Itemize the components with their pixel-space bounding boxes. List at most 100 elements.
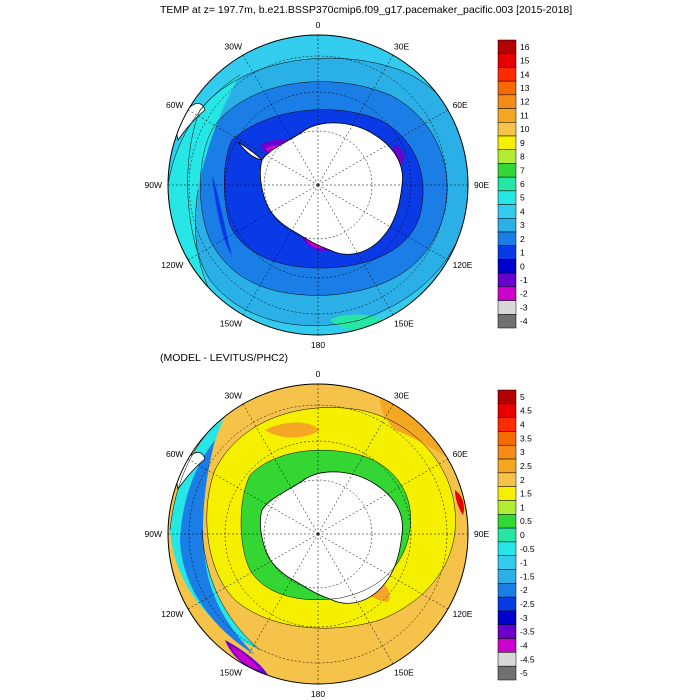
bottom-field-west-blue — [180, 440, 255, 655]
meridian-label: 120E — [453, 260, 473, 270]
meridian-line — [317, 533, 449, 610]
top-map-boundary — [167, 34, 469, 336]
colorbar-swatch — [497, 541, 517, 556]
colorbar-label: -5 — [520, 668, 528, 678]
colorbar-label: 11 — [520, 110, 529, 120]
bottom-map-boundary — [167, 383, 469, 685]
colorbar-label: 1 — [520, 248, 525, 258]
bottom-meridian-labels: 0 30E 60E 90E 120E 150E 180 150W 120W 90W 60W 30W — [145, 369, 490, 699]
colorbar-label: -2 — [520, 289, 528, 299]
meridian-label: 150W — [220, 319, 242, 329]
colorbar-swatch — [497, 500, 517, 515]
meridian-label: 60W — [166, 100, 183, 110]
colorbar-label: 2 — [520, 475, 525, 485]
colorbar-label: 0 — [520, 530, 525, 540]
meridian-label: 180 — [311, 340, 325, 350]
colorbar-swatch — [497, 569, 517, 584]
top-map-title: TEMP at z= 197.7m, b.e21.BSSP370cmip6.f0… — [160, 4, 573, 16]
meridian-label: 120E — [453, 609, 473, 619]
top-antarctic-peninsula — [237, 141, 264, 161]
colorbar-label: 14 — [520, 69, 530, 79]
colorbar-label: 12 — [520, 97, 530, 107]
colorbar-label: 5 — [520, 193, 525, 203]
meridian-label: 150E — [394, 668, 414, 678]
bottom-map-title: (MODEL - LEVITUS/PHC2) — [160, 352, 288, 364]
meridian-line — [187, 184, 319, 261]
colorbar-swatch — [497, 665, 517, 681]
bottom-field-southwest-magenta — [230, 645, 260, 670]
meridian-label: 30E — [394, 41, 409, 51]
meridian-label: 150E — [394, 319, 414, 329]
colorbar-label: -2.5 — [520, 599, 535, 609]
meridian-label: 60E — [453, 100, 468, 110]
colorbar-swatch — [497, 638, 517, 653]
colorbar-label: -1.5 — [520, 571, 535, 581]
meridian-line — [187, 533, 319, 610]
colorbar-swatch — [497, 596, 517, 612]
colorbar-swatch — [497, 555, 517, 570]
meridian-label: 0 — [316, 20, 321, 30]
colorbar-label: 13 — [520, 83, 530, 93]
meridian-label: 90E — [474, 180, 489, 190]
meridian-label: 180 — [311, 689, 325, 699]
colorbar-label: 16 — [520, 42, 530, 52]
meridian-line — [242, 533, 319, 665]
bottom-ocean-field — [168, 384, 468, 684]
colorbar-label: -2 — [520, 585, 528, 595]
colorbar-label: 3 — [520, 447, 525, 457]
colorbar-swatch — [497, 314, 517, 329]
colorbar-label: -4 — [520, 316, 528, 326]
colorbar-swatch — [497, 652, 517, 667]
colorbar-swatch — [497, 514, 517, 529]
colorbar-swatch — [497, 583, 517, 598]
meridian-line — [187, 109, 319, 186]
colorbar-swatch — [497, 403, 517, 418]
colorbar-label: 3.5 — [520, 433, 532, 443]
meridian-label: 30W — [225, 41, 242, 51]
meridian-label: 90W — [145, 529, 162, 539]
colorbar-label: 3 — [520, 220, 525, 230]
meridian-line — [317, 184, 394, 316]
colorbar-swatch — [497, 458, 517, 474]
meridian-label: 90W — [145, 180, 162, 190]
colorbar-label: 2 — [520, 234, 525, 244]
top-meridian-labels: 0 30E 60E 90E 120E 150E 180 150W 120W 90W 60W 30W — [145, 20, 490, 350]
colorbar-label: -3 — [520, 302, 528, 312]
meridian-label: 60E — [453, 449, 468, 459]
colorbar-label: -3 — [520, 613, 528, 623]
colorbar-swatch — [497, 624, 517, 639]
colorbar-label: 4 — [520, 206, 525, 216]
colorbar-label: -4.5 — [520, 654, 535, 664]
top-field-west-tongue — [212, 175, 232, 255]
colorbar-label: -4 — [520, 640, 528, 650]
meridian-label: 0 — [316, 369, 321, 379]
meridian-label: 90E — [474, 529, 489, 539]
colorbar-label: 8 — [520, 152, 525, 162]
meridian-label: 120W — [161, 260, 183, 270]
meridian-line — [187, 458, 319, 535]
colorbar-label: 2.5 — [520, 461, 532, 471]
colorbar-label: -1 — [520, 275, 528, 285]
colorbar-label: 1 — [520, 502, 525, 512]
colorbar-label: 10 — [520, 124, 530, 134]
meridian-line — [317, 184, 449, 261]
colorbar-label: -1 — [520, 558, 528, 568]
colorbar-swatch — [497, 389, 517, 405]
colorbar-label: 4 — [520, 420, 525, 430]
meridian-line — [317, 458, 449, 535]
meridian-label: 120W — [161, 609, 183, 619]
colorbar-label: 0.5 — [520, 516, 532, 526]
colorbar-label: 0 — [520, 261, 525, 271]
colorbar-label: 15 — [520, 56, 530, 66]
colorbar-label: -3.5 — [520, 627, 535, 637]
colorbar-swatch — [497, 417, 517, 432]
colorbar-label: 4.5 — [520, 406, 532, 416]
meridian-label: 30E — [394, 390, 409, 400]
top-graticule — [168, 35, 468, 335]
colorbar-label: 6 — [520, 179, 525, 189]
bottom-field-red-east — [455, 490, 465, 515]
colorbar-swatch — [497, 610, 517, 626]
